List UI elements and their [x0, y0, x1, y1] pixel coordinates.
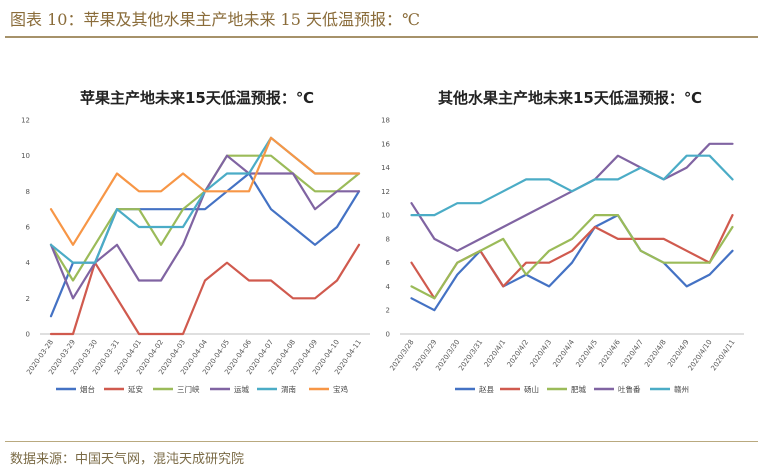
chart1-legend-label: 烟台	[80, 384, 95, 394]
chart1-legend-label: 宝鸡	[333, 384, 348, 394]
chart2-legend-label: 赵县	[479, 384, 494, 394]
chart2-legend-label: 肥城	[571, 385, 586, 394]
chart2-series-line-2	[410, 214, 734, 300]
chart1-title: 苹果主产地未来15天低温预报：℃	[80, 89, 314, 107]
chart1-series-line-4	[49, 154, 361, 300]
chart2-y-tick-label: 2	[386, 307, 390, 315]
chart1-y-tick-label: 8	[26, 188, 30, 196]
chart2-legend-label: 吐鲁番	[618, 384, 641, 394]
chart2-x-tick-label: 2020/4/7	[620, 338, 645, 368]
chart1-legend-label: 渭南	[281, 384, 296, 394]
chart2-y-tick-label: 14	[381, 164, 390, 172]
chart2-y-tick-label: 18	[381, 117, 390, 125]
chart2-x-tick-label: 2020/4/8	[643, 338, 668, 368]
figure-title: 图表 10：苹果及其他水果主产地未来 15 天低温预报：℃	[10, 10, 420, 29]
chart1-legend-label: 运城	[234, 385, 249, 394]
chart2-legend-label: 赣州	[674, 384, 689, 394]
title-divider	[5, 36, 758, 38]
chart1-legend-label: 延安	[128, 384, 143, 394]
chart2-y-tick-label: 0	[386, 331, 390, 339]
chart2-y-tick-label: 6	[386, 259, 391, 267]
chart2-x-tick-label: 2020/3/31	[457, 338, 484, 372]
chart2-y-tick-label: 8	[386, 235, 390, 243]
chart2-x-tick-label: 2020/4/5	[574, 338, 599, 368]
chart2-legend-label: 砀山	[524, 384, 539, 394]
chart2-x-tick-label: 2020/4/9	[666, 338, 691, 368]
chart1-y-tick-label: 4	[26, 259, 31, 267]
chart2-y-tick-label: 16	[381, 140, 390, 148]
chart1-y-tick-label: 6	[26, 224, 31, 232]
source-divider	[5, 441, 758, 442]
chart2-series-line-1	[410, 214, 734, 312]
source-note: 数据来源：中国天气网，混沌天成研究院	[10, 452, 245, 467]
chart2-x-tick-label: 2020/4/2	[506, 338, 531, 368]
chart1-series-line-1	[49, 172, 361, 318]
chart2-x-tick-label: 2020/4/11	[709, 338, 736, 372]
chart1-y-tick-label: 2	[26, 295, 30, 303]
chart1-y-tick-label: 12	[21, 117, 30, 125]
chart1-series-line-2	[49, 243, 361, 336]
chart1-y-tick-label: 0	[26, 331, 30, 339]
chart2-x-tick-label: 2020/4/3	[529, 338, 554, 368]
chart1-legend-label: 三门峡	[177, 384, 200, 394]
chart1-series-line-6	[49, 136, 361, 246]
chart2-x-tick-label: 2020/4/6	[597, 338, 622, 369]
chart2-series-line-4	[410, 142, 734, 252]
chart2-y-tick-label: 12	[381, 188, 390, 196]
chart2-x-tick-label: 2020/4/1	[483, 338, 508, 368]
chart2-series-line-3	[410, 214, 734, 300]
chart2-x-tick-label: 2020/4/4	[552, 338, 577, 369]
chart2-title: 其他水果主产地未来15天低温预报：℃	[438, 89, 702, 107]
chart2-series-line-5	[410, 154, 734, 217]
chart2-y-tick-label: 4	[386, 283, 391, 291]
chart2-y-tick-label: 10	[381, 212, 390, 220]
chart1-y-tick-label: 10	[21, 152, 30, 160]
